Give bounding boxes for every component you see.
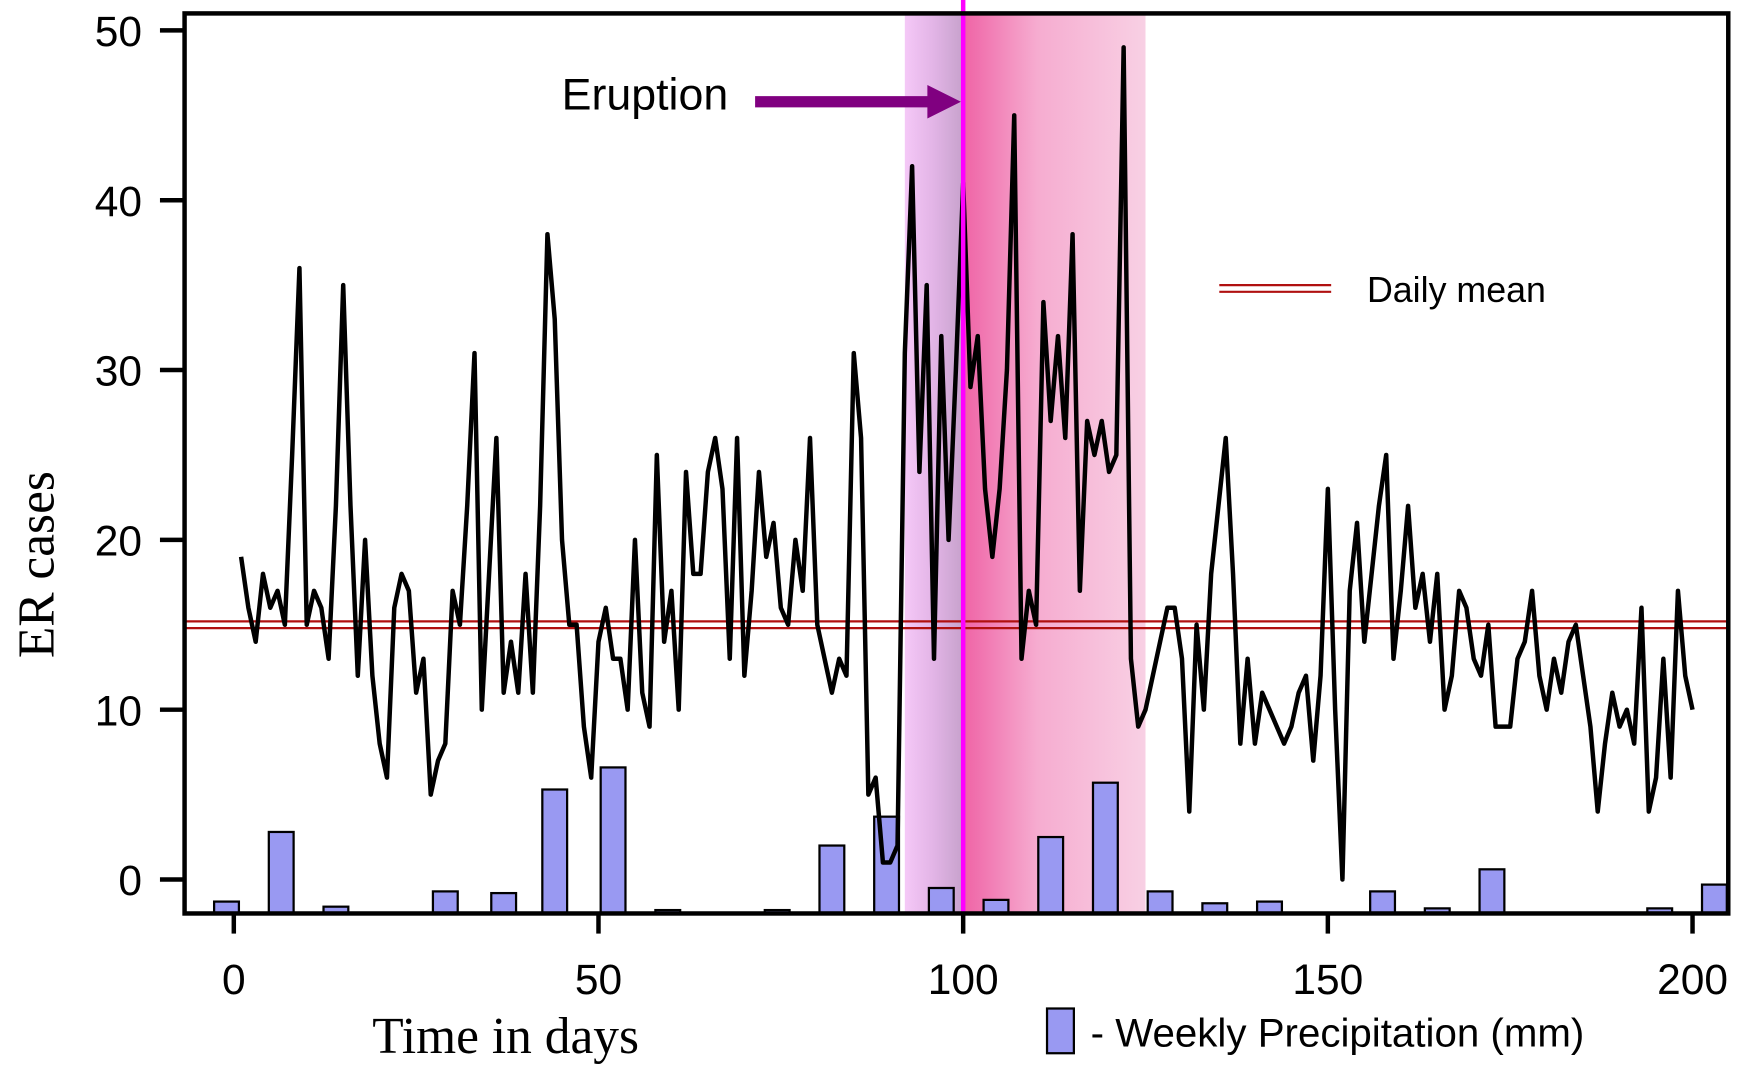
- legend-precip-label: - Weekly Precipitation (mm): [1091, 1011, 1585, 1056]
- plot-frame: [182, 11, 1731, 916]
- precipitation-bar: [1146, 890, 1174, 915]
- precipitation-bar: [541, 788, 569, 915]
- y-tick-label: 0: [118, 858, 142, 905]
- precipitation-bar: [1478, 868, 1506, 915]
- x-tick-label: 0: [222, 957, 246, 1004]
- precipitation-bar: [818, 844, 846, 915]
- legend-mean-label: Daily mean: [1367, 270, 1546, 310]
- x-axis-label: Time in days: [372, 1008, 639, 1065]
- precipitation-bar: [1091, 781, 1119, 915]
- precipitation-bar: [431, 890, 459, 915]
- precipitation-bar: [1369, 890, 1397, 915]
- x-tick-label: 150: [1292, 957, 1363, 1004]
- y-tick-label: 40: [95, 179, 142, 226]
- eruption-arrowhead: [927, 84, 961, 119]
- x-tick-label: 100: [928, 957, 999, 1004]
- y-tick-label: 20: [95, 519, 142, 566]
- x-tick-label: 50: [575, 957, 622, 1004]
- precipitation-bar: [927, 886, 955, 915]
- precipitation-bar: [1037, 835, 1065, 915]
- x-tick-label: 200: [1657, 957, 1728, 1004]
- precipitation-bar: [599, 766, 627, 915]
- precipitation-bar: [490, 891, 518, 915]
- eruption-label: Eruption: [562, 71, 729, 120]
- y-tick-label: 50: [95, 9, 142, 56]
- precipitation-bar: [1700, 883, 1728, 915]
- y-axis-label: ER cases: [9, 471, 66, 658]
- y-tick-label: 10: [95, 688, 142, 735]
- legend-precip-swatch: [1045, 1007, 1075, 1055]
- er-cases-line: [238, 45, 1695, 882]
- precipitation-bar: [873, 815, 901, 915]
- precipitation-bar: [267, 830, 295, 915]
- y-tick-label: 30: [95, 349, 142, 396]
